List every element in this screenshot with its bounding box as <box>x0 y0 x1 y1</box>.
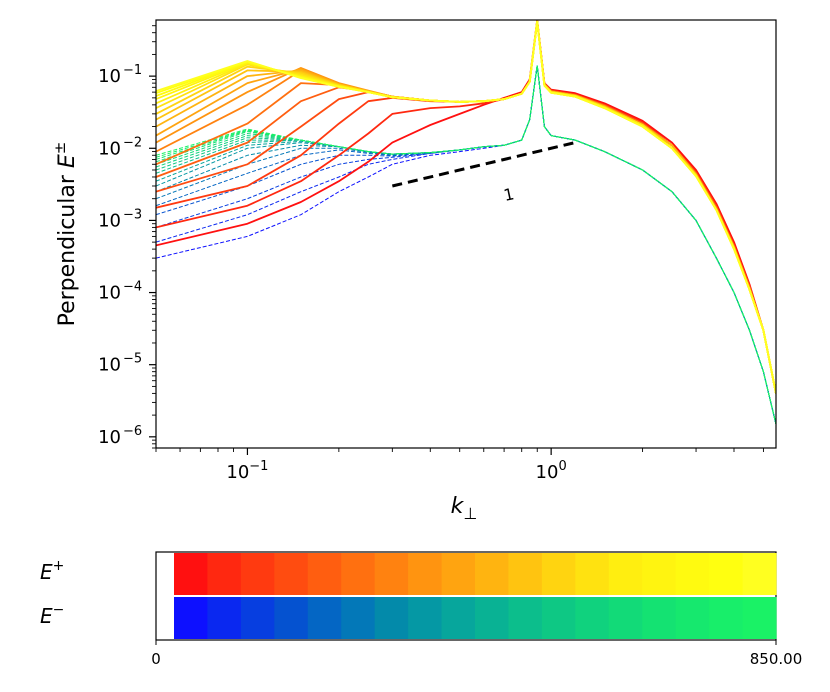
colorbar-minus-cell <box>307 597 342 639</box>
e-plus-line <box>156 20 776 394</box>
e-plus-line <box>156 20 776 394</box>
e-minus-line <box>156 65 776 425</box>
e-plus-line <box>156 20 776 394</box>
colorbar-plus-cell <box>174 553 209 595</box>
colorbar-minus-cell <box>341 597 376 639</box>
e-plus-line <box>156 20 776 394</box>
e-plus-line <box>156 20 776 394</box>
e-minus-line <box>156 65 776 425</box>
y-ticks: 10−6 10−5 10−4 10−3 10−2 10−1 <box>98 63 156 448</box>
colorbar-minus-row <box>174 597 777 639</box>
e-minus-line <box>156 65 776 425</box>
colorbar-minus-cell <box>475 597 510 639</box>
e-plus-line <box>156 20 776 394</box>
colorbar-minus-cell <box>274 597 309 639</box>
e-minus-line <box>156 65 776 425</box>
e-minus-line <box>156 65 776 425</box>
e-minus-line <box>156 65 776 425</box>
colorbar-minus-cell <box>441 597 476 639</box>
e-plus-line <box>156 20 776 394</box>
colorbar-minus-cell <box>742 597 777 639</box>
x-axis-label: k⊥ <box>451 494 478 523</box>
e-plus-line <box>156 20 776 394</box>
colorbar-plus-cell <box>742 553 777 595</box>
colorbar-minus-cell <box>675 597 710 639</box>
e-minus-line <box>156 65 776 425</box>
colorbar-plus-cell <box>675 553 710 595</box>
e-plus-line <box>156 20 776 394</box>
x-tick-label: 100 <box>536 459 567 483</box>
colorbar-plus-cell <box>408 553 443 595</box>
e-minus-line <box>156 65 776 425</box>
e-plus-line <box>156 20 776 394</box>
colorbar-minus-label: E− <box>40 602 64 628</box>
e-plus-line <box>156 20 776 394</box>
plot-frame <box>155 19 777 449</box>
e-minus-line <box>156 65 776 425</box>
colorbar-plus-cell <box>441 553 476 595</box>
e-plus-line <box>156 20 776 394</box>
e-plus-line <box>156 20 776 394</box>
colorbar-plus-cell <box>207 553 242 595</box>
y-tick-label: 10 −1 <box>98 63 142 87</box>
colorbar-plus-cell <box>709 553 744 595</box>
e-minus-line <box>156 65 776 425</box>
e-plus-line <box>156 20 776 394</box>
e-minus-line <box>156 65 776 425</box>
e-minus-series-group <box>156 65 776 425</box>
e-minus-line <box>156 65 776 425</box>
x-tick-label: 10−1 <box>226 459 268 483</box>
colorbar-plus-cell <box>374 553 409 595</box>
colorbar-tick-label-max: 850.00 <box>750 650 803 668</box>
reference-slope-line <box>391 141 576 188</box>
e-plus-line <box>156 20 776 394</box>
e-minus-line <box>156 65 776 425</box>
y-tick-label: 10 −4 <box>98 280 142 304</box>
colorbar-minus-cell <box>408 597 443 639</box>
colorbar-plus-cell <box>240 553 275 595</box>
y-tick-label: 10 −3 <box>98 207 142 231</box>
colorbar-plus-label: E+ <box>40 558 64 584</box>
y-tick-label: 10 −2 <box>98 135 142 159</box>
colorbar-plus-cell <box>642 553 677 595</box>
e-plus-line <box>156 20 776 394</box>
colorbar-minus-cell <box>374 597 409 639</box>
colorbar-minus-cell <box>508 597 543 639</box>
x-minor-ticks <box>155 448 764 452</box>
colorbar-plus-cell <box>575 553 610 595</box>
colorbar-plus-cell <box>274 553 309 595</box>
colorbar-plus-cell <box>508 553 543 595</box>
colorbar-minus-cell <box>541 597 576 639</box>
e-minus-line <box>156 65 776 425</box>
colorbar-minus-cell <box>575 597 610 639</box>
e-minus-line <box>156 65 776 425</box>
colorbar-minus-cell <box>174 597 209 639</box>
colorbar-plus-row <box>174 553 777 595</box>
e-minus-line <box>156 65 776 425</box>
colorbar-tick-label-min: 0 <box>151 650 161 668</box>
y-tick-label: 10 −5 <box>98 352 142 376</box>
y-tick-label: 10 −6 <box>98 424 142 448</box>
colorbar-minus-cell <box>709 597 744 639</box>
colorbar-minus-cell <box>240 597 275 639</box>
y-axis-label: Perpendicular E± <box>51 142 80 327</box>
e-plus-line <box>156 20 776 394</box>
colorbar-plus-cell <box>341 553 376 595</box>
e-minus-line <box>156 65 776 425</box>
colorbar-minus-cell <box>642 597 677 639</box>
reference-slope-label: 1 <box>502 184 516 205</box>
colorbar-minus-cell <box>608 597 643 639</box>
e-minus-line <box>156 65 776 425</box>
y-minor-ticks <box>152 25 156 449</box>
colorbar-plus-cell <box>608 553 643 595</box>
colorbar-minus-cell <box>207 597 242 639</box>
e-plus-series-group <box>156 20 776 394</box>
colorbar-plus-cell <box>307 553 342 595</box>
colorbar: E+ E− 0 850.00 <box>40 551 803 668</box>
colorbar-plus-cell <box>475 553 510 595</box>
x-ticks: 10−1 100 <box>226 448 567 483</box>
colorbar-plus-cell <box>541 553 576 595</box>
e-plus-line <box>156 20 776 394</box>
